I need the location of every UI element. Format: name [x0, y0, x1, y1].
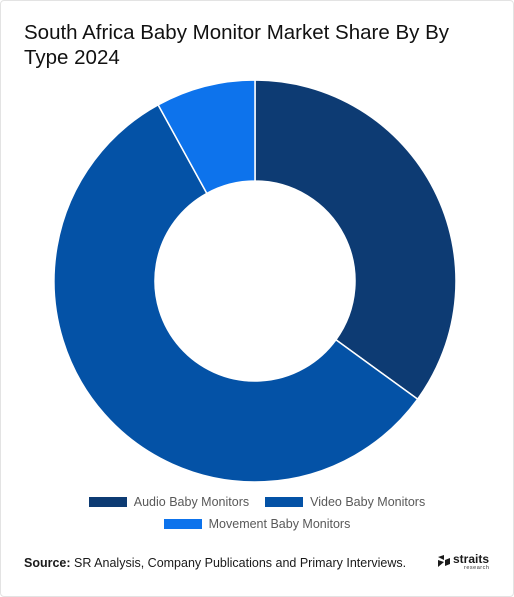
- source-text: SR Analysis, Company Publications and Pr…: [74, 556, 407, 570]
- source-note: Source: SR Analysis, Company Publication…: [24, 556, 406, 570]
- donut-slice-video-baby-monitors: [53, 103, 419, 483]
- straits-logo-name: straits: [453, 552, 490, 566]
- legend-label-video: Video Baby Monitors: [310, 495, 426, 509]
- legend-row-2: Movement Baby Monitors: [0, 517, 514, 531]
- straits-logo: straits research: [437, 551, 497, 575]
- legend-label-audio: Audio Baby Monitors: [133, 495, 250, 509]
- legend-swatch-audio: [88, 497, 127, 507]
- legend-row-1: Audio Baby Monitors Video Baby Monitors: [0, 495, 514, 509]
- source-label: Source:: [24, 556, 71, 570]
- legend-item-audio: Audio Baby Monitors: [88, 495, 250, 509]
- straits-logo-mark-icon: [438, 555, 450, 567]
- legend-item-movement: Movement Baby Monitors: [163, 517, 351, 531]
- donut-slice-audio-baby-monitors: [254, 79, 457, 401]
- straits-logo-sub: research: [464, 565, 490, 571]
- chart-title: South Africa Baby Monitor Market Share B…: [24, 21, 449, 69]
- legend-label-movement: Movement Baby Monitors: [208, 517, 351, 531]
- donut-slice-movement-baby-monitors: [157, 79, 256, 195]
- legend-item-video: Video Baby Monitors: [265, 495, 425, 509]
- legend-swatch-video: [265, 497, 304, 507]
- donut-chart: [53, 79, 457, 483]
- legend-swatch-movement: [163, 519, 202, 529]
